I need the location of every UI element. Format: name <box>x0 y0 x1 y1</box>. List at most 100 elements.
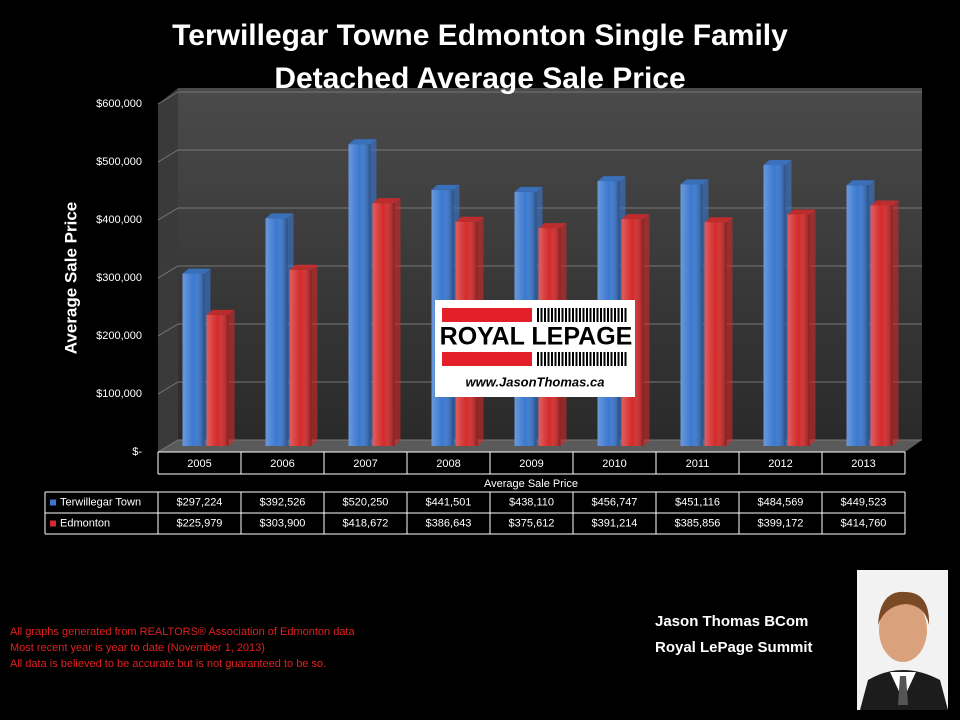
x-tick-label: 2007 <box>353 458 377 470</box>
logo-stripe <box>554 308 557 322</box>
logo-stripe <box>575 308 578 322</box>
bar-group <box>206 309 235 446</box>
x-tick-label: 2011 <box>686 458 710 470</box>
side-wall <box>158 88 178 452</box>
data-label: $391,214 <box>592 517 638 529</box>
logo-stripe <box>614 308 616 322</box>
bar-side <box>394 198 401 446</box>
footnote: All data is believed to be accurate but … <box>10 658 326 670</box>
bar-shade <box>680 184 703 446</box>
logo-stripe <box>540 352 543 366</box>
y-tick-label: $500,000 <box>96 156 142 168</box>
data-label: $386,643 <box>426 517 472 529</box>
bar-group <box>704 217 733 446</box>
chart-title: Terwillegar Towne Edmonton Single Family… <box>172 19 788 95</box>
x-tick-label: 2008 <box>436 458 460 470</box>
logo-stripe <box>607 308 609 322</box>
logo-stripe <box>600 308 602 322</box>
bar-top <box>289 264 318 270</box>
y-tick-label: $200,000 <box>96 330 142 342</box>
logo-stripe <box>603 352 606 366</box>
bar-top <box>538 223 567 229</box>
logo-stripe <box>565 308 567 322</box>
bar-group <box>680 179 709 446</box>
footnote: Most recent year is year to date (Novemb… <box>10 642 265 654</box>
agent-name: Jason Thomas BCom <box>655 613 808 630</box>
logo-stripe <box>565 352 567 366</box>
y-tick-label: $300,000 <box>96 272 142 284</box>
bar-shade <box>348 144 371 446</box>
bar-shade <box>787 214 810 446</box>
x-tick-label: 2010 <box>602 458 626 470</box>
logo-stripe <box>596 352 599 366</box>
bar-group <box>787 209 816 446</box>
data-label: $414,760 <box>841 517 887 529</box>
logo-stripe <box>544 352 546 366</box>
logo-stripe <box>617 308 620 322</box>
data-label: $451,116 <box>675 496 720 508</box>
legend-swatch <box>50 499 56 506</box>
bar-group <box>265 213 294 446</box>
y-tick-label: $- <box>132 446 142 458</box>
logo-stripe <box>572 352 574 366</box>
data-label: $441,501 <box>426 496 472 508</box>
logo-stripe <box>607 352 609 366</box>
x-tick-label: 2012 <box>768 458 792 470</box>
logo-stripe <box>593 308 595 322</box>
logo-stripe <box>582 308 585 322</box>
logo-stripe <box>579 308 581 322</box>
data-label: $449,523 <box>841 496 887 508</box>
logo-stripe <box>558 352 560 366</box>
bar-top <box>372 198 401 204</box>
logo-stripe <box>547 352 550 366</box>
logo-stripe <box>568 352 571 366</box>
logo-stripe <box>540 308 543 322</box>
bar-group <box>763 159 792 446</box>
bar-group <box>348 139 377 446</box>
bar-top <box>763 159 792 165</box>
bar-side <box>643 214 650 446</box>
logo-stripe <box>554 352 557 366</box>
bar-top <box>680 179 709 185</box>
bar-shade <box>206 314 229 446</box>
logo-stripe <box>621 352 623 366</box>
logo-stripe <box>537 308 539 322</box>
y-tick-label: $600,000 <box>96 98 142 110</box>
photo-tie <box>898 676 908 705</box>
agent-company: Royal LePage Summit <box>655 639 813 656</box>
footnote: All graphs generated from REALTORS® Asso… <box>10 626 355 638</box>
photo-hair <box>878 591 930 625</box>
data-label: $520,250 <box>343 496 389 508</box>
bar-shade <box>265 218 288 446</box>
bar-group <box>182 268 211 446</box>
logo-stripe <box>582 352 585 366</box>
logo-bar <box>442 352 532 366</box>
x-tick-label: 2005 <box>187 458 211 470</box>
grid-line <box>157 207 922 221</box>
bar-group <box>870 200 899 446</box>
x-tick-label: 2009 <box>519 458 543 470</box>
grid-line <box>157 323 922 337</box>
data-label: $484,569 <box>758 496 804 508</box>
legend-swatch <box>50 520 56 527</box>
data-label: $438,110 <box>509 496 554 508</box>
logo-stripe <box>600 352 602 366</box>
logo-stripe <box>586 308 588 322</box>
bar-top <box>348 139 377 145</box>
logo-stripe <box>558 308 560 322</box>
y-axis-label: Average Sale Price <box>61 202 80 354</box>
bar-group <box>289 264 318 446</box>
bar-shade <box>870 205 893 446</box>
logo-stripe <box>589 308 592 322</box>
bar-top <box>704 217 733 223</box>
grid-line <box>157 439 922 453</box>
bar-shade <box>704 222 727 446</box>
logo-stripe <box>617 352 620 366</box>
logo-stripe <box>537 352 539 366</box>
logo-stripe <box>610 308 613 322</box>
grid-line <box>157 91 922 105</box>
x-axis-label: Average Sale Price <box>484 478 578 490</box>
logo-stripe <box>561 308 564 322</box>
